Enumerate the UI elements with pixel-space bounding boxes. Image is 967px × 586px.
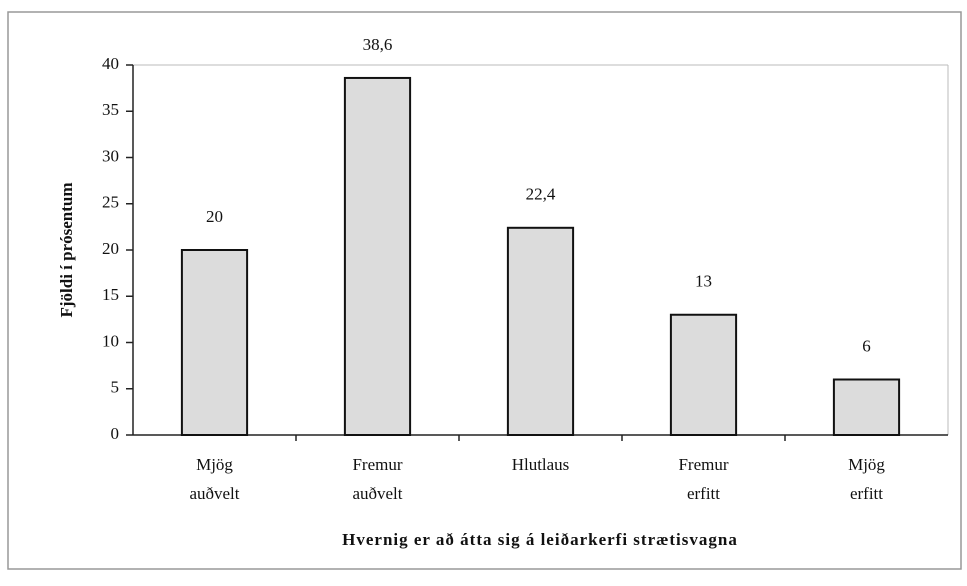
x-tick-label: auðvelt xyxy=(189,484,239,503)
y-tick-label: 20 xyxy=(102,239,119,258)
data-label: 20 xyxy=(206,207,223,226)
y-tick-label: 5 xyxy=(111,378,120,397)
y-tick-label: 15 xyxy=(102,285,119,304)
frame xyxy=(7,11,962,570)
y-tick-label: 35 xyxy=(102,100,119,119)
y-axis-title: Fjöldi í prósentum xyxy=(57,182,76,317)
bar xyxy=(180,249,249,436)
x-tick-label: auðvelt xyxy=(352,484,402,503)
bar xyxy=(832,378,901,436)
x-tick-label: Mjög xyxy=(196,455,233,474)
bar xyxy=(343,76,412,436)
bar xyxy=(506,226,575,436)
bar xyxy=(669,313,738,436)
data-label: 22,4 xyxy=(526,185,556,204)
y-tick-label: 40 xyxy=(102,54,119,73)
y-tick-label: 25 xyxy=(102,193,119,212)
data-label: 38,6 xyxy=(363,35,393,54)
x-tick-label: Hlutlaus xyxy=(512,455,570,474)
data-label: 6 xyxy=(862,336,871,355)
x-axis-title: Hvernig er að átta sig á leiðarkerfi str… xyxy=(342,530,738,549)
x-tick-label: Fremur xyxy=(678,455,728,474)
x-tick-label: erfitt xyxy=(850,484,883,503)
data-label: 13 xyxy=(695,272,712,291)
x-tick-label: erfitt xyxy=(687,484,720,503)
y-tick-label: 30 xyxy=(102,146,119,165)
x-tick-label: Mjög xyxy=(848,455,885,474)
y-tick-label: 0 xyxy=(111,424,120,443)
x-tick-label: Fremur xyxy=(352,455,402,474)
y-tick-label: 10 xyxy=(102,331,119,350)
